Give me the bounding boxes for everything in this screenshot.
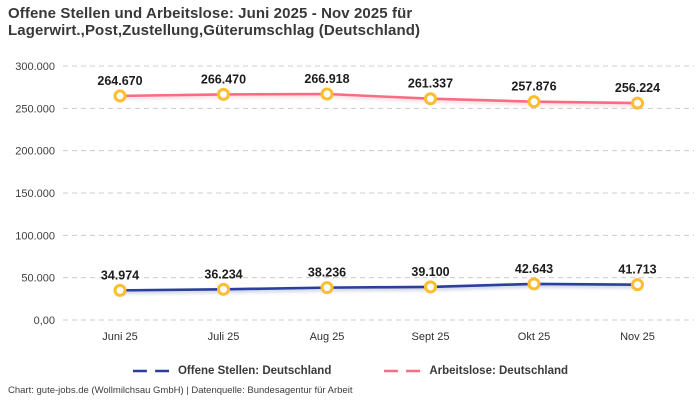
svg-text:0,00: 0,00 [34,315,55,327]
svg-text:200.000: 200.000 [15,146,55,158]
svg-text:36.234: 36.234 [204,267,242,281]
svg-text:Juli 25: Juli 25 [208,331,240,343]
svg-text:266.470: 266.470 [201,72,246,86]
svg-text:257.876: 257.876 [511,80,556,94]
svg-text:34.974: 34.974 [101,268,139,282]
legend-item-offene-stellen[interactable]: Offene Stellen: Deutschland [132,365,331,377]
svg-text:50.000: 50.000 [21,273,55,285]
svg-text:264.670: 264.670 [97,74,142,88]
svg-text:41.713: 41.713 [618,263,656,277]
svg-text:300.000: 300.000 [15,61,55,73]
svg-text:Okt 25: Okt 25 [518,331,550,343]
svg-text:38.236: 38.236 [308,266,346,280]
svg-text:Aug 25: Aug 25 [310,331,345,343]
svg-text:256.224: 256.224 [615,81,660,95]
svg-text:150.000: 150.000 [15,188,55,200]
chart-canvas: 0,00 50.000 100.000 150.000 200.000 250.000 30… [15,61,694,343]
svg-text:Juni 25: Juni 25 [102,331,137,343]
legend-label-offene-stellen: Offene Stellen: Deutschland [177,365,332,377]
svg-text:250.000: 250.000 [15,103,55,115]
chart-source-footer: Chart: gute-jobs.de (Wollmilchsau GmbH) … [8,385,353,396]
svg-text:100.000: 100.000 [15,230,55,242]
page-title: Offene Stellen und Arbeitslose: Juni 202… [8,5,648,39]
svg-text:266.918: 266.918 [304,72,349,86]
svg-text:Nov 25: Nov 25 [620,331,655,343]
legend-item-arbeitslose[interactable]: Arbeitslose: Deutschland [383,365,568,377]
legend-label-arbeitslose: Arbeitslose: Deutschland [429,365,569,377]
line-marker-icon [384,366,421,376]
chart-title-line1: Offene Stellen und Arbeitslose: Juni 202… [8,5,413,22]
chart-legend: Offene Stellen: Deutschland Arbeitslose:… [0,360,700,382]
line-marker-icon [132,366,169,376]
chart-title-line2: Lagerwirt.,Post,Zustellung,Güterumschlag… [8,22,421,39]
svg-text:261.337: 261.337 [408,77,453,91]
svg-text:39.100: 39.100 [411,265,449,279]
svg-text:Sept 25: Sept 25 [412,331,450,343]
svg-text:42.643: 42.643 [515,262,553,276]
